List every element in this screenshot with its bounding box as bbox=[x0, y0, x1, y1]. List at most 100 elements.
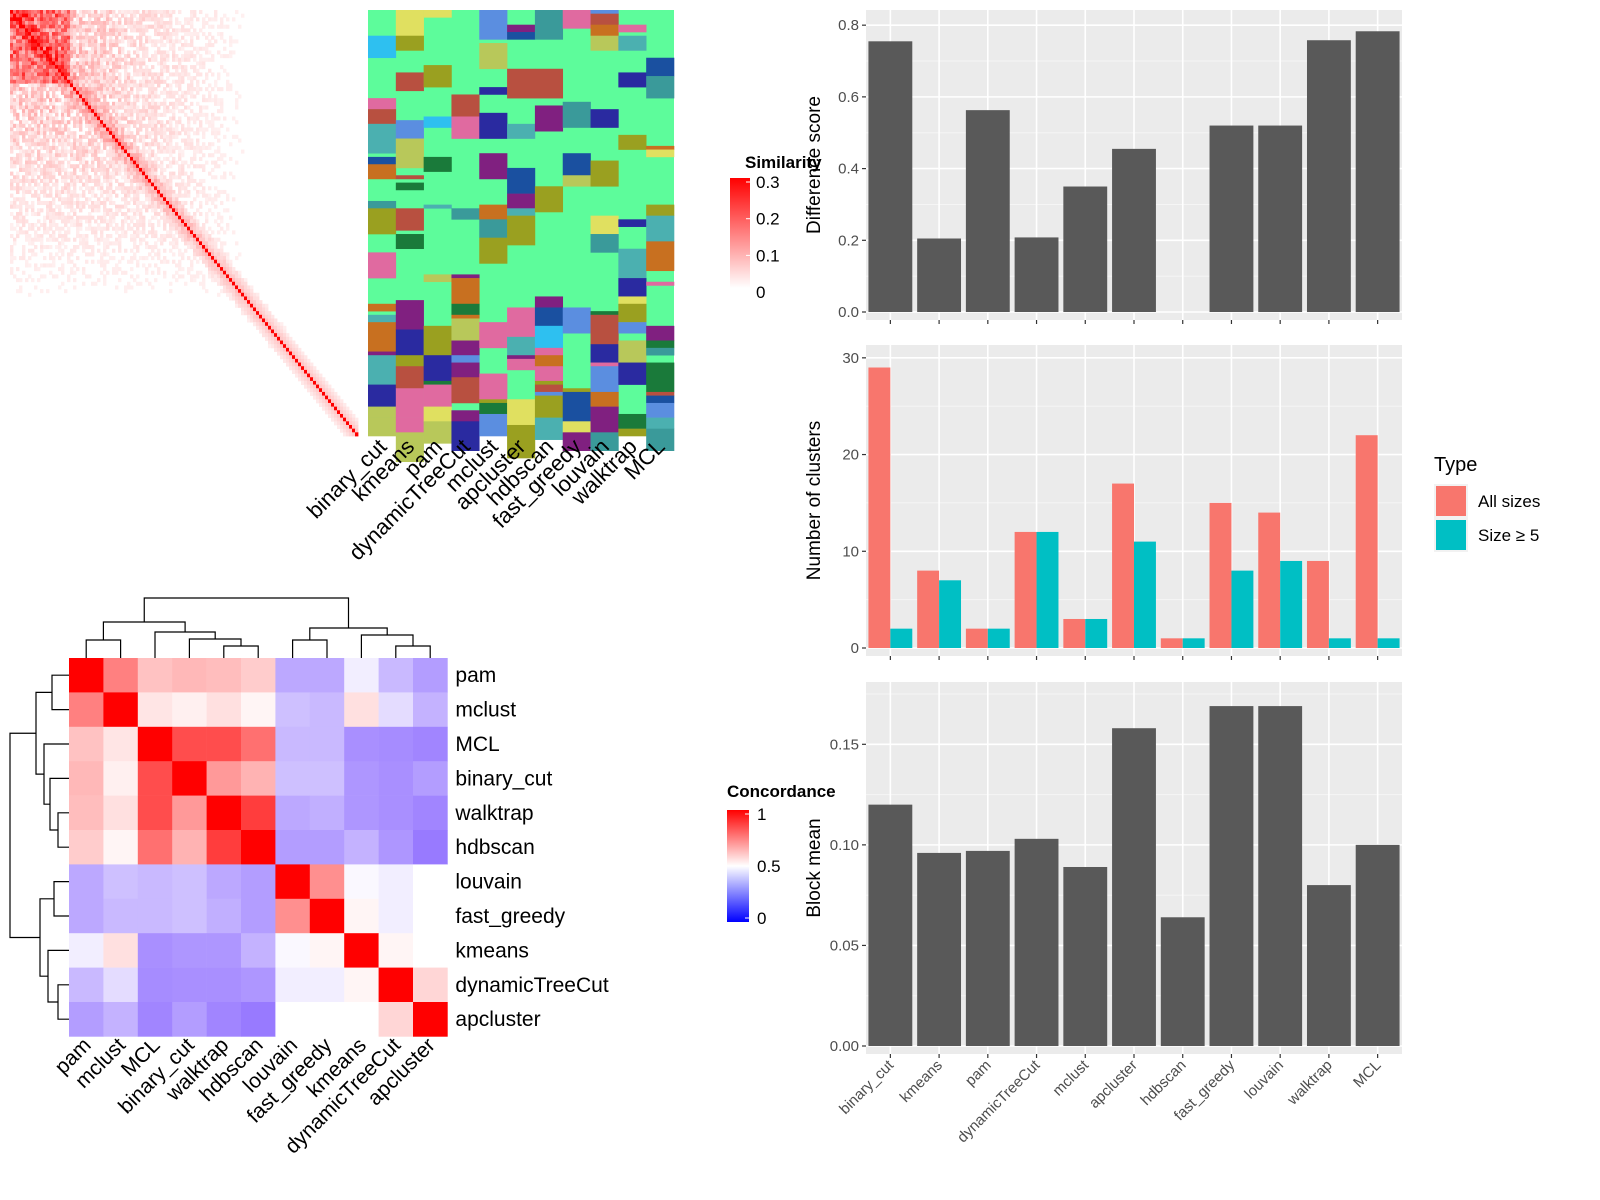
similarity-cell bbox=[103, 10, 107, 15]
similarity-cell bbox=[67, 76, 71, 81]
similarity-cell bbox=[286, 358, 290, 363]
similarity-cell bbox=[55, 72, 59, 77]
similarity-cell bbox=[250, 285, 254, 290]
similarity-cell bbox=[58, 28, 62, 33]
similarity-cell bbox=[193, 186, 197, 191]
similarity-cell bbox=[214, 134, 218, 139]
similarity-cell bbox=[19, 13, 23, 18]
similarity-cell bbox=[163, 156, 167, 161]
similarity-cell bbox=[118, 237, 122, 242]
similarity-cell bbox=[199, 127, 203, 132]
similarity-cell bbox=[142, 142, 146, 147]
similarity-cell bbox=[109, 171, 113, 176]
similarity-cell bbox=[106, 252, 110, 257]
similarity-cell bbox=[28, 61, 32, 66]
concordance-row-label: fast_greedy bbox=[455, 905, 565, 928]
similarity-cell bbox=[16, 105, 20, 110]
similarity-cell bbox=[10, 120, 14, 125]
y-tick-label: 0 bbox=[851, 640, 859, 657]
similarity-cell bbox=[10, 90, 14, 95]
similarity-cell bbox=[43, 256, 47, 261]
concordance-cell bbox=[413, 967, 448, 1003]
similarity-cell bbox=[136, 50, 140, 55]
similarity-cell bbox=[199, 120, 203, 125]
similarity-cell bbox=[61, 175, 65, 180]
similarity-cell bbox=[217, 32, 221, 37]
similarity-cell bbox=[88, 204, 92, 209]
similarity-cell bbox=[91, 153, 95, 158]
similarity-cell bbox=[43, 178, 47, 183]
similarity-cell bbox=[58, 208, 62, 213]
concordance-cell bbox=[206, 795, 242, 831]
similarity-cell bbox=[31, 120, 35, 125]
similarity-cell bbox=[82, 241, 86, 246]
cluster-block bbox=[395, 355, 424, 367]
similarity-cell bbox=[28, 248, 32, 253]
similarity-cell bbox=[76, 24, 80, 29]
similarity-cell bbox=[187, 76, 191, 81]
similarity-cell bbox=[115, 156, 119, 161]
similarity-cell bbox=[142, 189, 146, 195]
similarity-cell bbox=[82, 90, 86, 95]
similarity-cell bbox=[253, 322, 257, 327]
similarity-cell bbox=[286, 362, 290, 367]
concordance-cell bbox=[309, 933, 345, 968]
similarity-cell bbox=[82, 68, 86, 73]
similarity-cell bbox=[184, 54, 188, 59]
similarity-cell bbox=[85, 142, 89, 147]
similarity-cell bbox=[211, 274, 215, 279]
similarity-cell bbox=[145, 189, 149, 195]
similarity-cell bbox=[283, 351, 287, 356]
similarity-cell bbox=[25, 32, 29, 37]
similarity-cell bbox=[229, 270, 233, 275]
similarity-cell bbox=[124, 193, 128, 198]
similarity-cell bbox=[61, 87, 65, 92]
similarity-cell bbox=[100, 61, 104, 66]
similarity-cell bbox=[37, 32, 41, 37]
similarity-cell bbox=[250, 289, 254, 294]
similarity-cell bbox=[289, 336, 293, 341]
similarity-cell bbox=[307, 366, 311, 371]
similarity-cell bbox=[97, 24, 101, 29]
similarity-cell bbox=[190, 39, 194, 44]
similarity-cell bbox=[100, 120, 104, 125]
similarity-cell bbox=[55, 21, 59, 26]
similarity-cell bbox=[61, 241, 65, 246]
y-axis-label: Block mean bbox=[804, 818, 825, 917]
similarity-cell bbox=[94, 134, 98, 139]
similarity-cell bbox=[109, 211, 113, 217]
similarity-cell bbox=[46, 57, 50, 62]
similarity-cell bbox=[16, 61, 20, 66]
similarity-cell bbox=[172, 105, 176, 110]
similarity-cell bbox=[28, 164, 32, 169]
cluster-block bbox=[395, 10, 424, 37]
similarity-cell bbox=[79, 116, 83, 121]
similarity-cell bbox=[61, 57, 65, 62]
similarity-cell bbox=[79, 215, 83, 220]
similarity-cell bbox=[103, 76, 107, 81]
similarity-cell bbox=[10, 28, 14, 33]
similarity-cell bbox=[109, 76, 113, 81]
cluster-block bbox=[590, 432, 619, 451]
similarity-cell bbox=[106, 90, 110, 95]
similarity-cell bbox=[163, 50, 167, 55]
similarity-cell bbox=[106, 208, 110, 213]
similarity-cell bbox=[25, 149, 29, 154]
concordance-cell bbox=[413, 692, 448, 728]
similarity-cell bbox=[238, 289, 242, 294]
similarity-cell bbox=[109, 219, 113, 224]
similarity-cell bbox=[313, 369, 317, 374]
similarity-cell bbox=[121, 167, 125, 172]
similarity-cell bbox=[130, 219, 134, 224]
similarity-cell bbox=[274, 333, 278, 338]
similarity-cell bbox=[13, 61, 17, 66]
similarity-cell bbox=[103, 17, 107, 22]
similarity-cell bbox=[109, 200, 113, 206]
similarity-cell bbox=[55, 43, 59, 48]
similarity-cell bbox=[55, 116, 59, 121]
similarity-cell bbox=[148, 153, 152, 158]
similarity-cell bbox=[169, 171, 173, 176]
similarity-cell bbox=[172, 54, 176, 59]
similarity-cell bbox=[52, 50, 56, 55]
similarity-cell bbox=[61, 178, 65, 183]
